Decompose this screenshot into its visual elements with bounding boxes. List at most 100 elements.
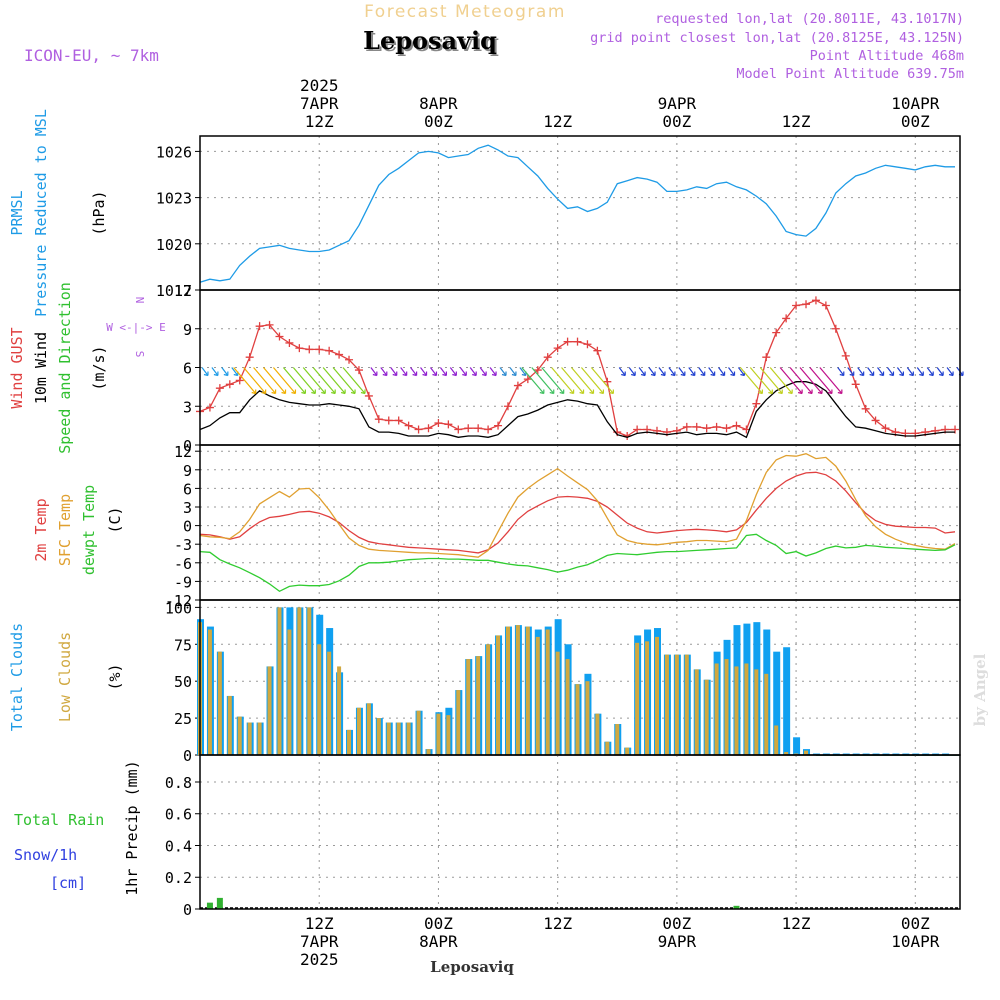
low-cloud-bar	[704, 679, 709, 755]
wind-arrow-head	[817, 389, 823, 395]
rain-legend: Total Rain	[14, 811, 104, 829]
wind-arrow	[499, 367, 507, 376]
low-cloud-bar	[307, 607, 312, 755]
wind-arrow-head	[631, 371, 636, 377]
y-tick-label: 9	[183, 321, 192, 339]
low-cloud-bar	[585, 681, 590, 755]
y-tick-label: 25	[174, 710, 192, 728]
low-cloud-bar	[565, 659, 570, 755]
wind-arrow-head	[213, 371, 219, 377]
panel-clouds: 0 25 50 75 100 Total Clouds Low Clouds (%)	[8, 599, 961, 765]
y-tick-label: 0.8	[165, 774, 192, 792]
gust-marker	[553, 344, 562, 353]
wind-arrow-head	[412, 371, 418, 377]
gust-marker	[285, 338, 294, 347]
wind-arrow	[799, 367, 823, 394]
series-label: SFC Temp	[56, 494, 74, 566]
wind-arrow-head	[599, 389, 605, 395]
gust-marker	[454, 425, 463, 434]
wind-arrow-head	[660, 371, 666, 377]
top-time-label: 12Z	[305, 112, 334, 131]
wind-arrow	[519, 367, 527, 376]
low-cloud-bar	[535, 636, 540, 755]
wind-arrow-head	[462, 371, 467, 377]
low-cloud-bar	[595, 713, 600, 755]
wind-arrow-head	[758, 389, 763, 395]
panels: 1017 1020 1023 1026 PRMSL Pressure Reduced to…	[8, 109, 964, 919]
wind-arrow-head	[291, 389, 297, 395]
wind-arrow	[429, 367, 437, 376]
wind-arrow-head	[491, 371, 497, 377]
y-tick-label: 0	[183, 518, 192, 536]
gust-marker	[354, 366, 363, 375]
panel-frame	[199, 754, 961, 910]
low-cloud-bar	[515, 625, 520, 755]
wind-arrow-head	[331, 389, 336, 395]
bottom-time-label: 12Z	[305, 914, 334, 933]
wind-arrow	[789, 367, 813, 394]
gust-marker	[782, 314, 791, 323]
wind-arrow	[946, 367, 954, 376]
location-title-front: Leposaviq	[363, 26, 497, 55]
wind-arrow-head	[650, 371, 656, 377]
wind-arrow	[886, 367, 894, 376]
wind-arrow	[847, 367, 855, 376]
gust-marker	[583, 340, 592, 349]
wind-arrow	[243, 367, 267, 394]
top-time-label: 8APR	[419, 94, 458, 113]
wind-arrow-head	[640, 371, 646, 377]
wind-arrow-head	[929, 371, 934, 377]
total-cloud-bar	[793, 737, 801, 755]
wind-arrow-head	[559, 389, 565, 395]
wind-arrow-head	[859, 371, 865, 377]
y-tick-label: -3	[174, 536, 192, 554]
wind-arrow	[253, 367, 277, 394]
wind-arrow	[263, 367, 286, 394]
top-time-label: 12Z	[543, 112, 572, 131]
gust-marker	[295, 344, 304, 353]
bottom-time-label: 00Z	[901, 914, 930, 933]
low-cloud-bar	[684, 654, 689, 755]
low-cloud-bar	[376, 718, 381, 755]
wind-arrow	[390, 367, 398, 376]
wind-arrow	[718, 367, 726, 376]
low-cloud-bar	[207, 629, 212, 755]
wind-arrow-head	[392, 371, 398, 377]
wind-arrow	[739, 367, 763, 394]
wind-arrow	[749, 367, 773, 394]
gust-marker	[474, 424, 483, 433]
low-cloud-bar	[257, 722, 262, 755]
low-cloud-bar	[714, 663, 719, 755]
y-tick-label: -12	[165, 592, 192, 610]
gust-marker	[802, 300, 811, 309]
requested-coords: requested lon,lat (20.8011E, 43.1017N)	[655, 11, 964, 27]
gust-marker	[792, 301, 801, 310]
y-tick-label: -9	[174, 573, 192, 591]
unit-label: (hPa)	[90, 190, 108, 235]
product-title: Forecast Meteogram	[364, 2, 566, 22]
wind-arrow	[469, 367, 477, 376]
low-cloud-bar	[247, 722, 252, 755]
gust-marker	[305, 345, 314, 354]
low-cloud-bar	[406, 722, 411, 755]
wind-arrow-head	[511, 371, 517, 377]
series-line	[199, 381, 955, 439]
wind-arrow-head	[839, 371, 845, 377]
gust-marker	[851, 380, 860, 389]
gust-marker	[692, 422, 701, 431]
low-cloud-bar	[486, 644, 491, 755]
series-label: Speed and Direction	[56, 282, 74, 454]
y-tick-label: 75	[174, 636, 192, 654]
wind-arrow	[728, 367, 735, 376]
y-tick-label: 9	[183, 462, 192, 480]
wind-arrow-head	[700, 371, 706, 377]
wind-arrow	[759, 367, 783, 394]
gust-marker	[573, 337, 582, 346]
series-line	[199, 453, 956, 558]
wind-arrow	[509, 367, 517, 376]
wind-arrow-head	[680, 371, 686, 377]
wind-arrow	[531, 367, 555, 394]
gust-marker	[484, 425, 493, 434]
gust-marker	[811, 296, 820, 305]
